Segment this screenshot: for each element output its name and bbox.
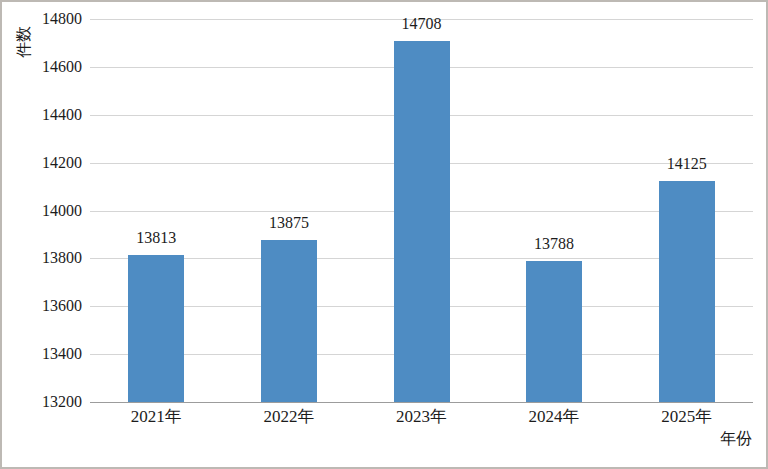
x-axis-title: 年份 — [708, 429, 764, 449]
bar-value-label: 13875 — [249, 214, 329, 232]
x-category-label: 2024年 — [504, 407, 604, 427]
bar-2025年 — [659, 181, 715, 402]
y-tick-label: 14400 — [2, 106, 82, 124]
chart-canvas: 件数 14800 14600 14400 14200 14000 13800 13600 13… — [0, 0, 768, 469]
y-tick-label: 13400 — [2, 345, 82, 363]
x-category-label: 2021年 — [106, 407, 206, 427]
bar-value-label: 14125 — [647, 155, 727, 173]
bar-value-label: 14708 — [382, 15, 462, 33]
bar-2024年 — [526, 261, 582, 402]
x-category-label: 2022年 — [239, 407, 339, 427]
y-tick-label: 14600 — [2, 58, 82, 76]
y-tick-label: 14200 — [2, 154, 82, 172]
y-axis-title: 件数 — [14, 22, 34, 62]
bar-2023年 — [394, 41, 450, 402]
bar-value-label: 13813 — [116, 229, 196, 247]
y-tick-label: 14000 — [2, 202, 82, 220]
bar-2021年 — [128, 255, 184, 402]
x-category-label: 2025年 — [637, 407, 737, 427]
bar-2022年 — [261, 240, 317, 402]
x-category-label: 2023年 — [372, 407, 472, 427]
y-tick-label: 13800 — [2, 249, 82, 267]
y-tick-label: 13200 — [2, 393, 82, 411]
bar-value-label: 13788 — [514, 235, 594, 253]
y-tick-label: 14800 — [2, 10, 82, 28]
x-axis-line — [90, 402, 753, 403]
y-tick-label: 13600 — [2, 297, 82, 315]
